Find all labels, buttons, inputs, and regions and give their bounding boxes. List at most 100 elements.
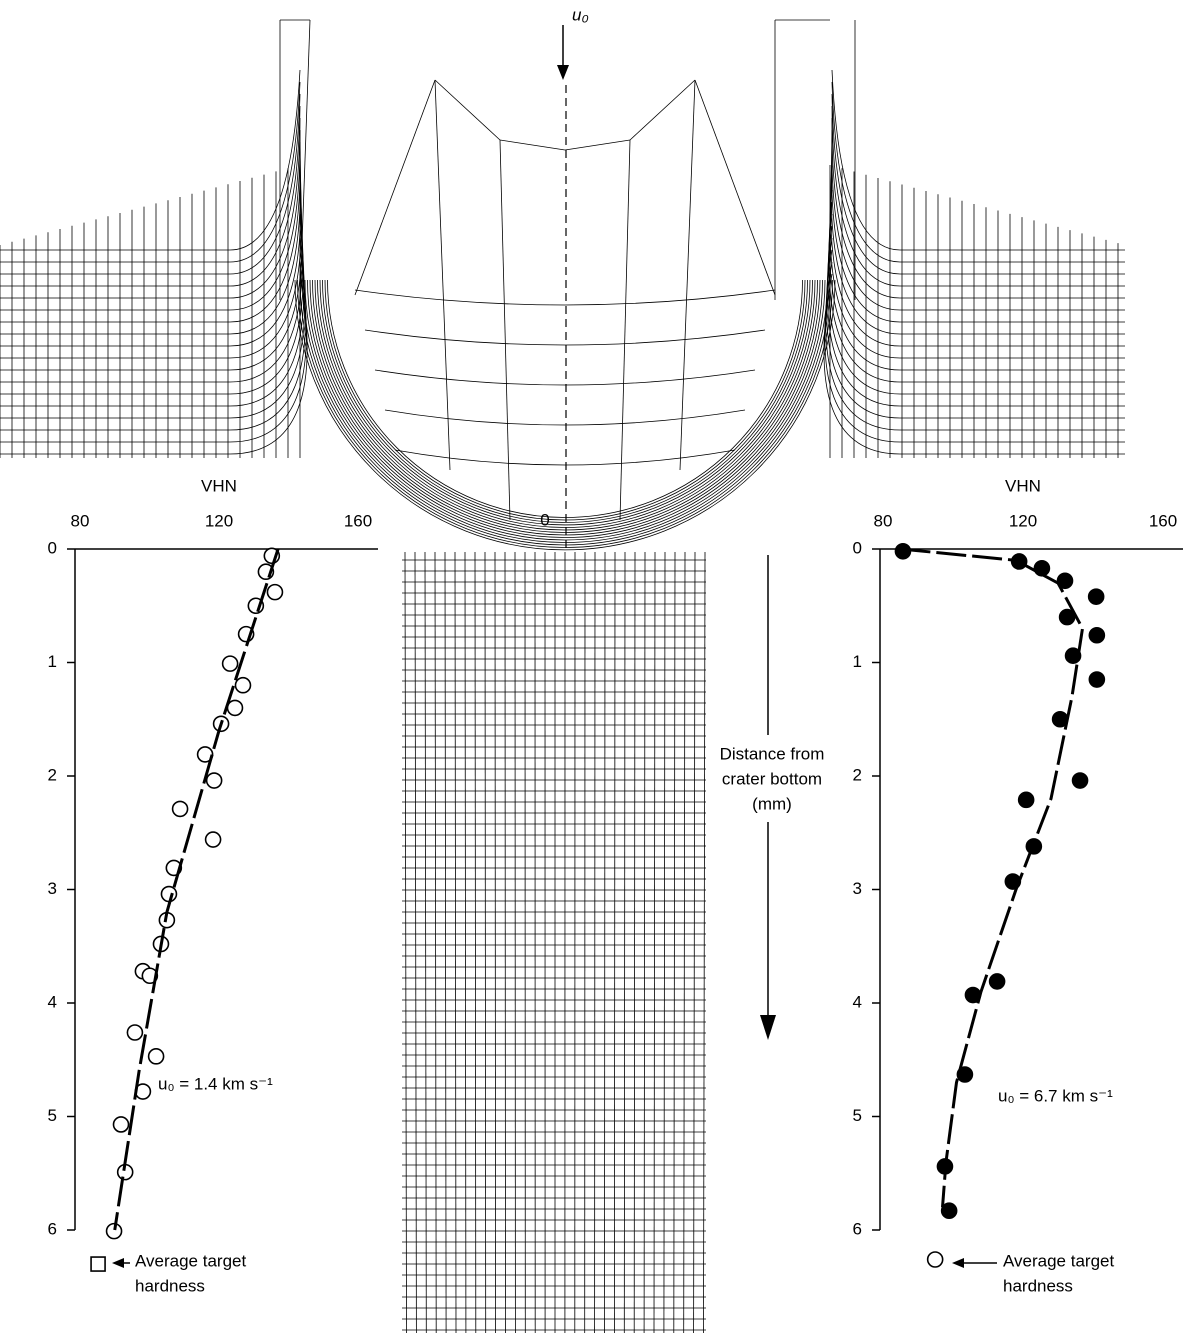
mesh-line [465,552,466,1333]
x-tick-label: 80 [71,511,90,530]
mesh-curve [829,190,1125,370]
mesh-line [634,552,635,1333]
mesh-line [694,552,695,1333]
data-point [114,1117,129,1132]
y-tick-label: 6 [48,1219,57,1238]
marker-annotation: Average target [135,1251,246,1270]
mesh-line [475,552,476,1333]
mesh-curve [300,280,830,545]
velocity-annotation: u₀ = 6.7 km s⁻¹ [998,1086,1113,1105]
mesh-line [644,552,645,1333]
mesh-line [505,552,506,1333]
mesh-curve [0,214,303,394]
mesh-curve [0,202,303,382]
mesh-line [630,80,695,140]
mesh-line [674,552,675,1333]
mesh-line [435,80,450,470]
mesh-line [495,552,496,1333]
mesh-line [624,552,625,1333]
x-tick-label: 120 [205,511,233,530]
mesh-line [455,552,456,1333]
mesh-line [415,552,416,1333]
mesh-line [664,552,665,1333]
marker-annotation: hardness [1003,1276,1073,1295]
data-point [223,656,238,671]
mesh-curve [0,118,300,298]
distance-label: Distance from [720,744,825,763]
mesh-curve [825,262,1125,442]
mesh-curve [365,330,765,345]
mesh-curve [827,226,1125,406]
y-tick-label: 2 [48,765,57,784]
y-tick-label: 0 [853,538,862,557]
figure: u₀ 0 Distance from crater bottom (mm) VH… [0,0,1193,1333]
impact-arrowhead [557,65,569,80]
mesh-line [425,552,426,1333]
mesh-curve [828,214,1125,394]
data-point [227,700,242,715]
mesh-line [355,80,435,295]
mesh-curve [829,202,1125,382]
annotation-arrowhead [952,1258,964,1268]
y-tick-label: 4 [48,992,57,1011]
velocity-annotation: u₀ = 1.4 km s⁻¹ [158,1074,273,1093]
mesh-curve [315,280,815,530]
mesh-curve [0,190,302,370]
data-point [173,801,188,816]
mesh-curve [0,142,300,322]
mesh-curve [0,226,304,406]
mesh-curve [0,70,300,250]
mesh-drawing [0,20,1125,1333]
data-point [1019,792,1034,807]
impact-label: u₀ [572,5,589,24]
mesh-curve [0,238,305,418]
annotation-arrowhead [112,1258,124,1268]
mesh-line [614,552,615,1333]
fit-line [115,549,278,1230]
y-tick-label: 3 [48,879,57,898]
mesh-curve [0,94,300,274]
average-marker [91,1257,105,1271]
mesh-curve [831,166,1125,346]
mesh-curve [832,82,1125,262]
mesh-curve [328,280,803,518]
mesh-curve [323,280,808,523]
x-tick-label: 160 [1149,511,1177,530]
mesh-curve [0,250,306,430]
mesh-line [300,20,310,300]
data-point [267,585,282,600]
mesh-curve [0,154,301,334]
mesh-curve [395,450,735,465]
y-tick-label: 5 [853,1106,862,1125]
mesh-curve [832,70,1125,250]
mesh-curve [824,274,1125,454]
center-zero: 0 [540,510,549,529]
mesh-curve [826,250,1125,430]
mesh-curve [310,280,820,535]
mesh-curve [0,262,306,442]
y-tick-label: 3 [853,879,862,898]
mesh-curve [298,280,833,548]
distance-arrowhead [760,1015,776,1040]
x-tick-label: 80 [874,511,893,530]
mesh-curve [313,280,818,533]
mesh-curve [830,178,1125,358]
data-point [1073,773,1088,788]
data-point [161,887,176,902]
y-tick-label: 1 [853,652,862,671]
y-tick-label: 0 [48,538,57,557]
mesh-curve [832,130,1125,310]
fit-line [901,549,1083,1207]
x-axis-title: VHN [201,476,237,495]
average-marker [928,1252,943,1267]
mesh-line [684,552,685,1333]
mesh-line [680,80,695,470]
y-tick-label: 5 [48,1106,57,1125]
mesh-curve [308,280,823,537]
data-point [1089,672,1104,687]
mesh-curve [305,280,825,540]
mesh-curve [325,280,805,520]
mesh-curve [0,106,300,286]
mesh-curve [831,154,1125,334]
marker-annotation: Average target [1003,1251,1114,1270]
